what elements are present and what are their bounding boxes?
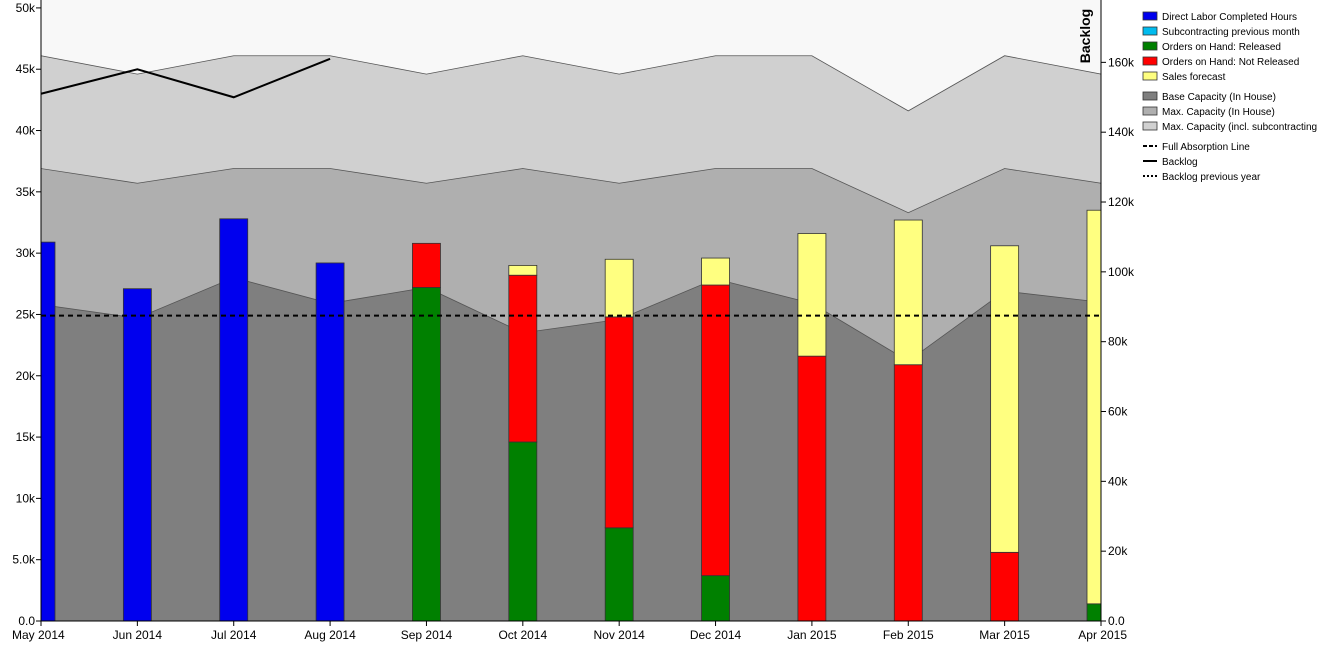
capacity-areas [40, 55, 1102, 622]
legend-swatch-capacity-2 [1142, 121, 1158, 131]
y2-tick-label-5: 100k [1108, 265, 1135, 279]
x-tick-label-3: Aug 2014 [304, 628, 356, 642]
legend-label-bar-0: Direct Labor Completed Hours [1162, 12, 1297, 23]
bar-1-series-0 [122, 288, 152, 622]
y-tick-label-1: 5.0k [12, 553, 36, 567]
y-tick-label-6: 30k [16, 246, 36, 260]
y-tick-label-0: 0.0 [18, 614, 35, 628]
bar-9-series-4 [893, 219, 923, 366]
backlog-line [40, 57, 331, 99]
x-tick-label-4: Sep 2014 [401, 628, 453, 642]
legend-label-bar-4: Sales forecast [1162, 72, 1226, 83]
stacked-bars [40, 209, 1102, 622]
x-tick-label-11: Apr 2015 [1078, 628, 1127, 642]
legend-label-full-absorption: Full Absorption Line [1162, 142, 1250, 153]
lines [40, 57, 1101, 317]
legend-label-capacity-2: Max. Capacity (incl. subcontracting [1162, 122, 1317, 133]
right-axis-title: Backlog [1077, 9, 1093, 63]
y2-tick-label-8: 160k [1108, 55, 1135, 69]
bar-4-series-3 [412, 242, 441, 288]
bar-11-series-2 [1086, 603, 1102, 622]
y-tick-label-10: 50k [16, 1, 36, 15]
bar-11-series-4 [1086, 209, 1102, 605]
bar-7-series-3 [701, 284, 730, 577]
y2-tick-label-3: 60k [1108, 405, 1128, 419]
legend-label-capacity-1: Max. Capacity (In House) [1162, 107, 1275, 118]
x-tick-label-2: Jul 2014 [211, 628, 257, 642]
axes: 0.0 5.0k 10k 15k 20k 25k 30k 35k 40k 45k 50k 0.0 20k… [12, 0, 1135, 642]
x-tick-label-10: Mar 2015 [979, 628, 1030, 642]
y-tick-label-2: 10k [16, 491, 36, 505]
x-tick-label-6: Nov 2014 [593, 628, 645, 642]
y-tick-label-3: 15k [16, 430, 36, 444]
legend-swatch-capacity-1 [1142, 106, 1158, 116]
bar-8-series-4 [797, 233, 827, 357]
bar-5-series-3 [508, 274, 538, 443]
y-tick-label-7: 35k [16, 185, 36, 199]
legend-swatch-bar-4 [1142, 71, 1158, 81]
legend-swatch-bar-3 [1142, 56, 1158, 66]
x-tick-label-9: Feb 2015 [883, 628, 934, 642]
legend-swatch-capacity-0 [1142, 91, 1158, 101]
bar-0-series-0 [40, 241, 56, 622]
bar-3-series-0 [315, 262, 345, 622]
y2-tick-label-4: 80k [1108, 335, 1128, 349]
bar-6-series-2 [604, 527, 634, 622]
y-tick-label-5: 25k [16, 307, 36, 321]
legend-swatch-bar-2 [1142, 41, 1158, 51]
bar-2-series-0 [219, 218, 249, 622]
y2-tick-label-6: 120k [1108, 195, 1135, 209]
y2-tick-label-7: 140k [1108, 125, 1135, 139]
y2-tick-label-2: 40k [1108, 474, 1128, 488]
bar-9-series-3 [893, 364, 923, 622]
bar-7-series-4 [701, 257, 730, 286]
y-tick-label-9: 45k [16, 62, 36, 76]
legend: Direct Labor Completed Hours Subcontracti… [1142, 11, 1317, 183]
x-tick-label-1: Jun 2014 [113, 628, 163, 642]
x-tick-label-7: Dec 2014 [690, 628, 742, 642]
legend-label-backlog-previous-year: Backlog previous year [1162, 172, 1261, 183]
bar-6-series-3 [604, 316, 634, 529]
y2-tick-label-0: 0.0 [1108, 614, 1125, 628]
legend-label-backlog: Backlog [1162, 157, 1198, 168]
x-tick-label-0: May 2014 [12, 628, 65, 642]
bar-10-series-3 [990, 551, 1020, 622]
bar-7-series-2 [701, 575, 730, 622]
y2-tick-label-1: 20k [1108, 544, 1128, 558]
legend-swatch-bar-1 [1142, 26, 1158, 36]
x-tick-label-8: Jan 2015 [787, 628, 837, 642]
legend-label-bar-2: Orders on Hand: Released [1162, 42, 1281, 53]
bar-4-series-2 [412, 287, 441, 622]
legend-label-bar-3: Orders on Hand: Not Released [1162, 57, 1299, 68]
bar-8-series-3 [797, 355, 827, 622]
bar-6-series-4 [604, 258, 634, 318]
y-tick-label-8: 40k [16, 124, 36, 138]
legend-swatch-bar-0 [1142, 11, 1158, 21]
y-tick-label-4: 20k [16, 369, 36, 383]
bar-5-series-4 [508, 265, 538, 276]
legend-label-bar-1: Subcontracting previous month [1162, 27, 1300, 38]
bar-10-series-4 [990, 245, 1020, 553]
legend-label-capacity-0: Base Capacity (In House) [1162, 92, 1276, 103]
bar-5-series-2 [508, 441, 538, 622]
x-tick-label-5: Oct 2014 [498, 628, 547, 642]
